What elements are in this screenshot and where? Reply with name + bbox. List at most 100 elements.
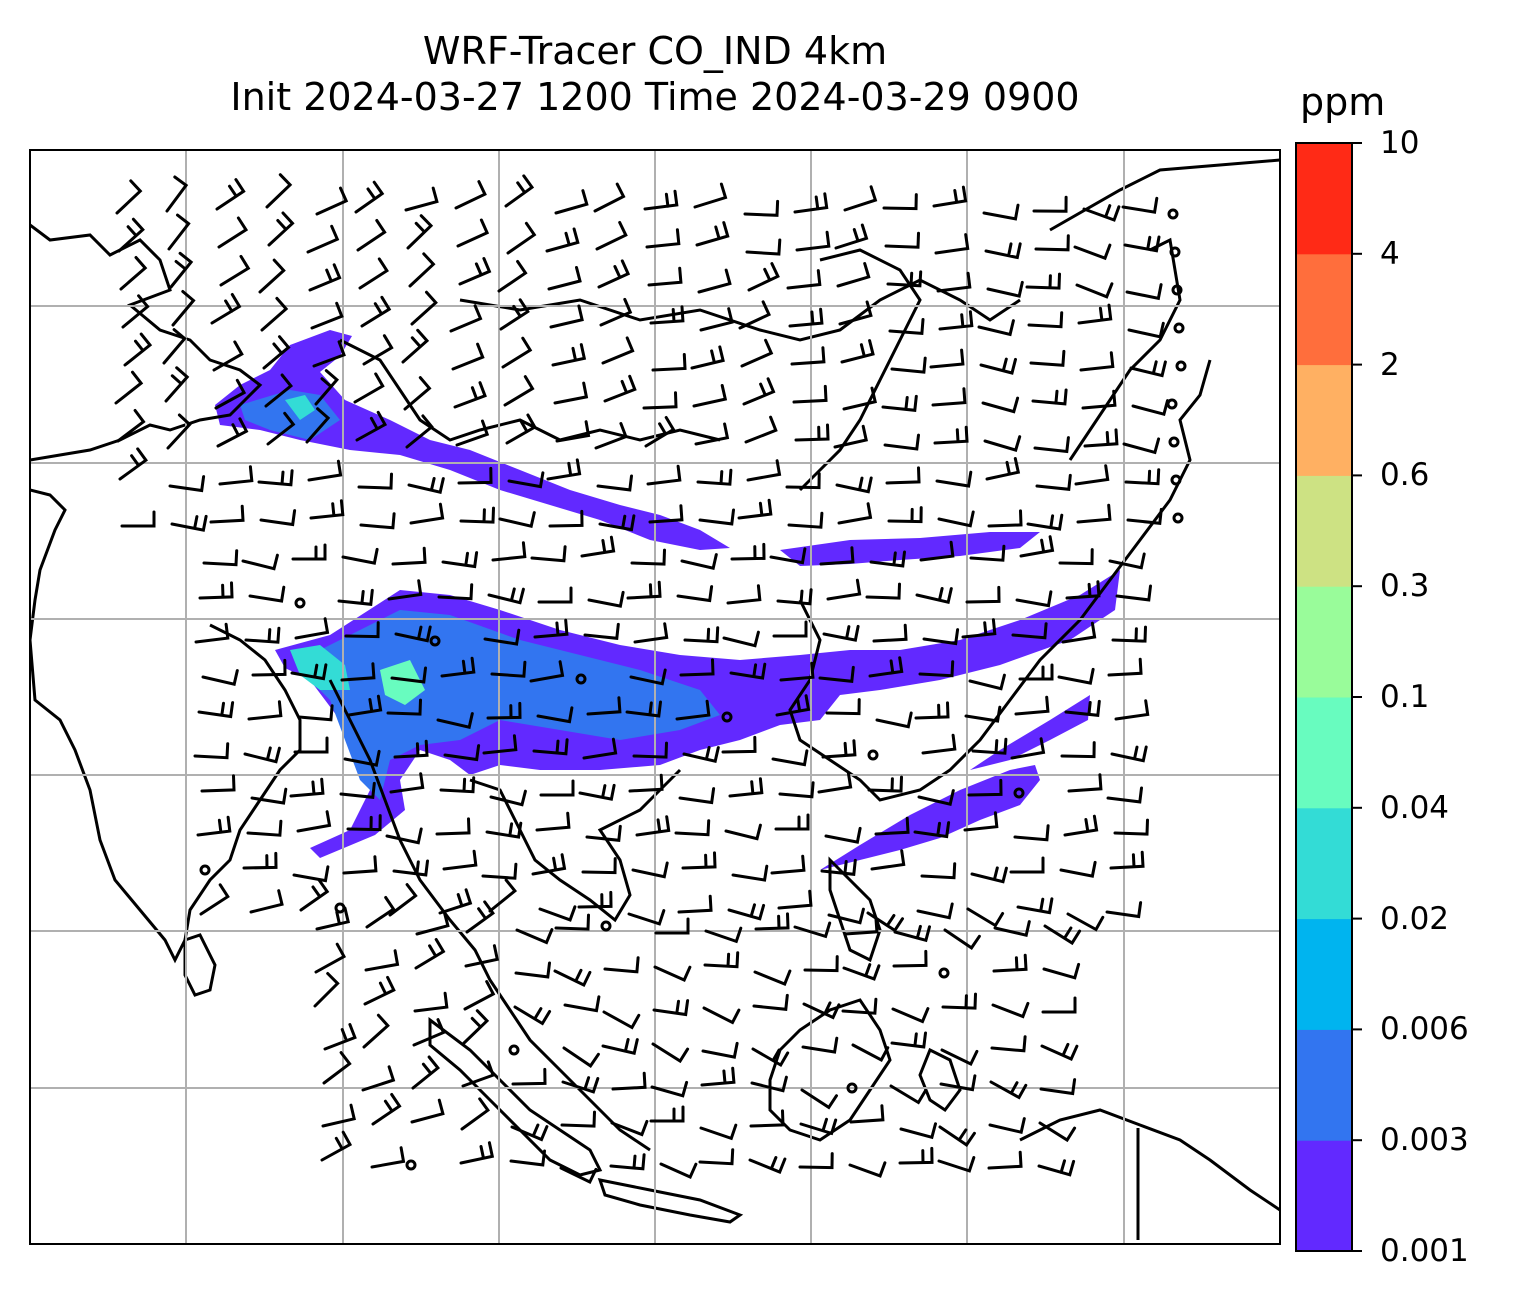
wind-barb <box>547 266 582 291</box>
wind-barb <box>392 859 429 877</box>
wind-barb <box>292 865 330 883</box>
co-tracer-plumes <box>215 330 1120 870</box>
wind-barb <box>385 827 423 845</box>
wind-barb <box>217 216 249 249</box>
wind-barb <box>1043 924 1082 946</box>
wind-barb <box>201 669 239 686</box>
wind-barb <box>346 814 382 832</box>
coast-sulawesi <box>918 1047 962 1113</box>
wind-barb <box>117 217 145 253</box>
wind-barb <box>938 310 974 331</box>
wind-barb <box>435 817 471 836</box>
wind-barb <box>979 357 1017 375</box>
wind-barb <box>1126 507 1163 525</box>
colorbar-segment <box>1296 1140 1352 1252</box>
wind-barb <box>915 587 953 604</box>
wind-barb <box>1075 282 1114 299</box>
wind-barb <box>874 816 910 836</box>
plume-east-band <box>780 532 1040 566</box>
wind-barb <box>464 944 500 968</box>
wind-barb <box>1107 657 1143 677</box>
wind-barb <box>539 779 575 797</box>
wind-barb <box>360 295 392 328</box>
coast-sumatra <box>428 1017 603 1177</box>
wind-barb <box>790 346 826 366</box>
wind-barb <box>162 328 187 365</box>
wind-barb <box>737 498 773 520</box>
wind-barb <box>247 700 283 721</box>
wind-barb <box>993 920 1031 937</box>
wind-barb <box>802 1001 841 1020</box>
wind-barb <box>697 268 732 294</box>
wind-barb <box>120 510 156 528</box>
wind-barb <box>250 787 288 805</box>
wind-barb <box>260 296 289 332</box>
wind-barb <box>1077 303 1113 325</box>
wind-barb <box>721 735 757 754</box>
wind-barb <box>833 424 868 449</box>
wind-barb <box>793 192 829 214</box>
wind-barb <box>971 737 1008 755</box>
wind-barb <box>821 739 857 759</box>
wind-barb <box>696 468 733 486</box>
wind-barb <box>486 701 522 720</box>
calm-wind-marker <box>1171 284 1183 296</box>
wind-barb <box>750 1075 788 1093</box>
colorbar-segment <box>1296 1029 1352 1141</box>
coast-bay-bengal-east <box>328 679 651 1152</box>
wind-barb <box>1034 234 1070 252</box>
wind-barb <box>1016 897 1054 915</box>
wind-barb <box>754 912 790 931</box>
wind-barb <box>246 819 283 837</box>
wind-barb <box>1105 901 1143 919</box>
wind-barb <box>694 422 730 446</box>
colorbar <box>1296 142 1362 1252</box>
wind-barb <box>835 476 873 494</box>
wind-barb <box>698 508 735 526</box>
wind-barb <box>970 866 1008 884</box>
wind-barb <box>983 435 1022 452</box>
wind-barb <box>882 193 918 211</box>
wind-barb <box>548 509 584 528</box>
wind-barb <box>262 335 291 370</box>
wind-barb <box>817 771 853 794</box>
wind-barb <box>119 256 148 291</box>
wind-barb <box>943 928 981 950</box>
wind-barb <box>312 340 346 368</box>
wind-barb <box>991 1001 1030 1019</box>
wind-barb <box>730 542 766 561</box>
wind-barb <box>914 701 950 720</box>
wind-barb <box>966 907 1005 928</box>
wind-barb <box>578 783 616 801</box>
wind-barb <box>530 545 567 563</box>
wind-barb <box>937 1156 976 1173</box>
wind-barb <box>481 862 518 880</box>
wind-barb <box>935 470 973 488</box>
wind-barb <box>793 921 832 939</box>
wind-barb <box>1122 437 1161 455</box>
wind-barb <box>501 336 533 369</box>
wind-barb <box>893 924 931 943</box>
border-inland-2 <box>459 278 1021 342</box>
wind-barb <box>650 1080 689 1098</box>
wind-barb <box>703 951 740 969</box>
wind-barb <box>342 855 378 875</box>
wind-barb <box>443 744 481 762</box>
wind-barb <box>259 509 297 527</box>
wind-barb <box>554 189 589 215</box>
wind-barb <box>1073 243 1112 261</box>
colorbar-tick-label: 0.006 <box>1380 1011 1469 1048</box>
wind-barb <box>644 416 676 448</box>
wind-barb <box>851 1043 890 1063</box>
wind-barb <box>872 623 908 643</box>
wind-barb <box>166 413 192 450</box>
wind-barb <box>635 815 671 837</box>
wind-barb <box>407 477 445 494</box>
wind-barb <box>459 1141 495 1165</box>
wind-barb <box>314 942 347 974</box>
wind-barb <box>683 626 720 644</box>
wind-barb <box>1129 360 1167 378</box>
calm-wind-marker <box>846 1082 858 1094</box>
wind-barb <box>441 551 479 569</box>
wind-barb <box>819 546 855 566</box>
